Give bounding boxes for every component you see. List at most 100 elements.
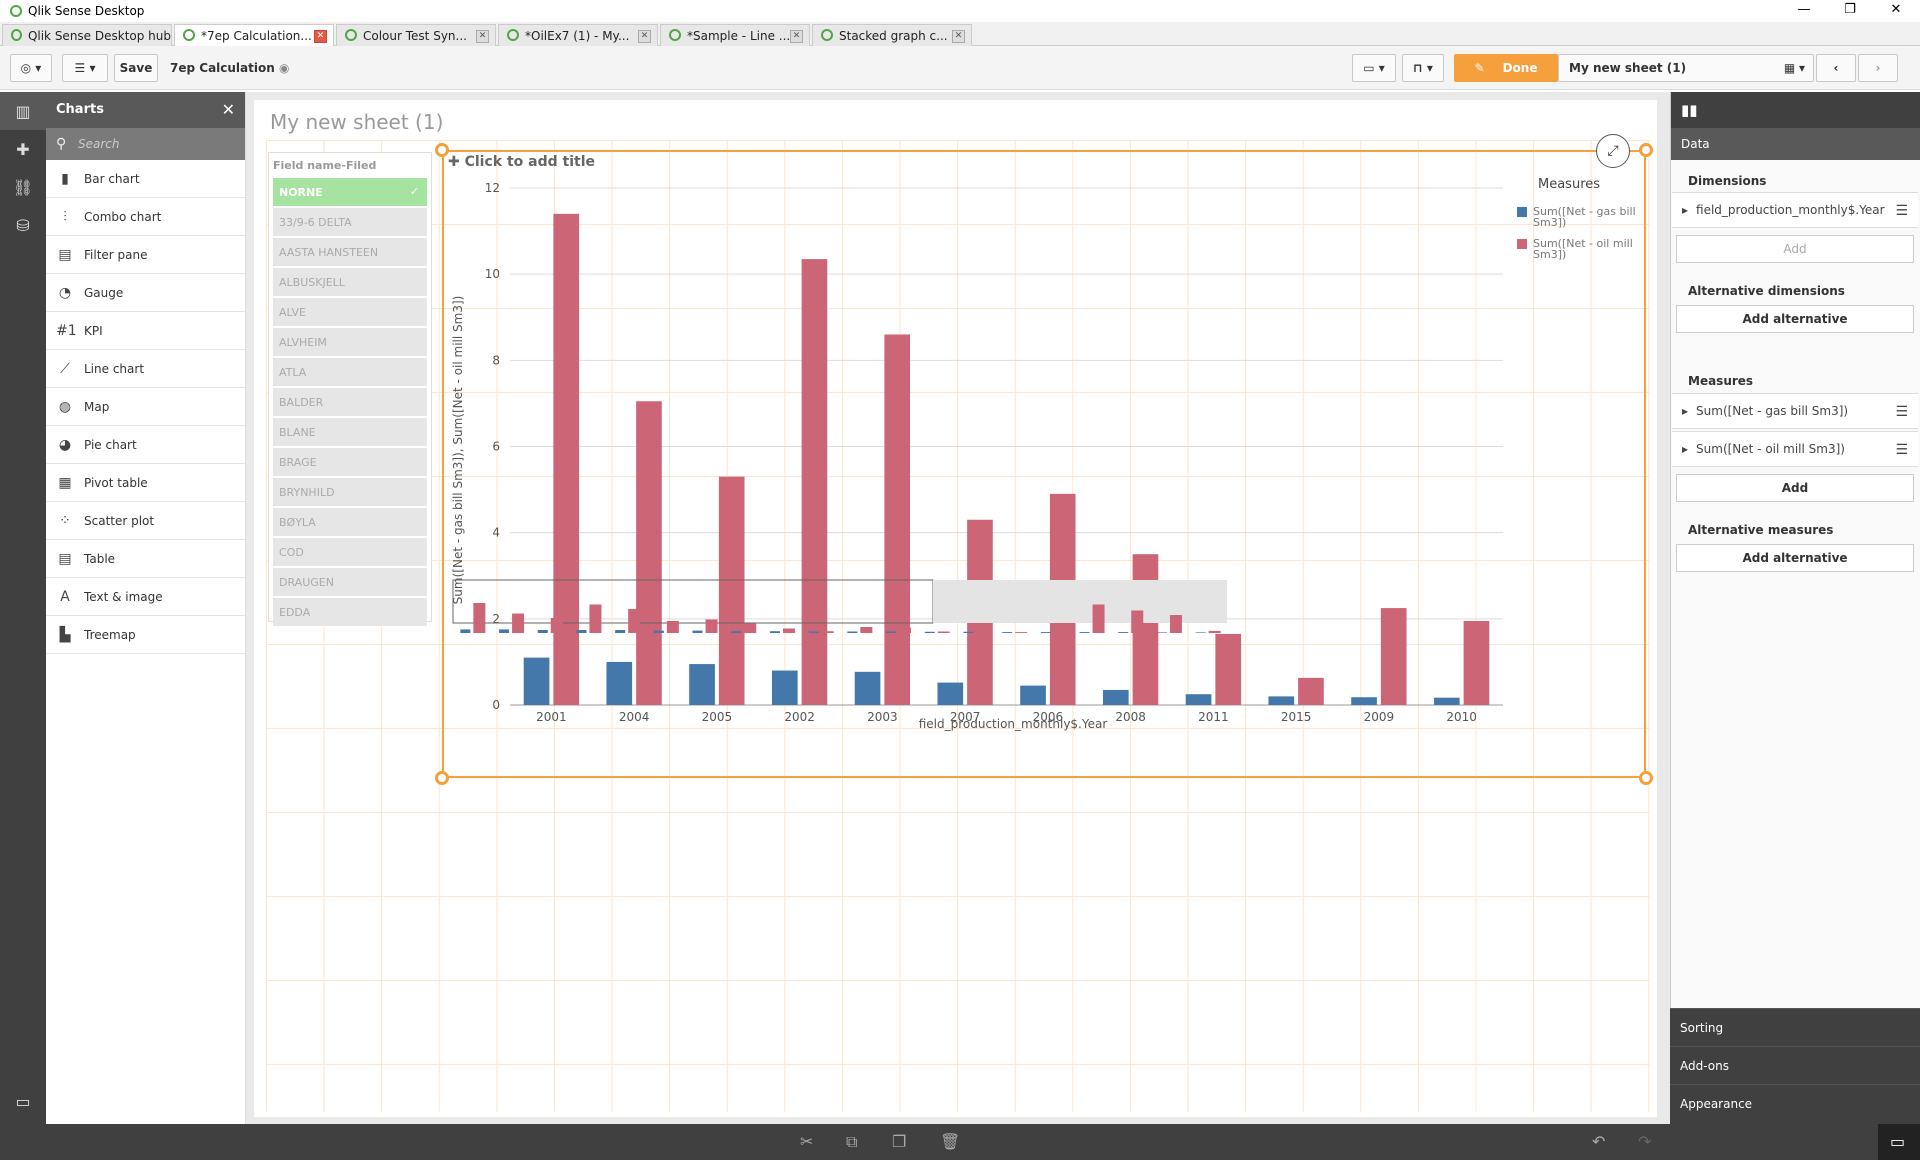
expand-icon[interactable]: ⤢ [1596,134,1630,168]
add-alternative-measure-button[interactable]: Add alternative [1676,544,1914,572]
resize-handle[interactable] [1639,771,1653,785]
y-tick-label: 8 [492,353,500,367]
drag-handle-icon[interactable]: ☰ [1895,203,1908,219]
tab-oilex7[interactable]: *OilEx7 (1) - My... ✕ [498,24,658,46]
chart-type-combo-chart[interactable]: ⫶ Combo chart [46,198,245,236]
filter-value[interactable]: EDDA [273,598,427,626]
done-button[interactable]: ✎ Done [1454,54,1558,82]
sorting-section[interactable]: Sorting [1670,1008,1920,1046]
filter-value[interactable]: BØYLA [273,508,427,536]
add-dimension-button[interactable]: Add [1676,235,1914,263]
cut-icon[interactable]: ✂ [800,1132,814,1151]
global-menu-button[interactable]: ☰ ▾ [62,54,108,82]
storytelling-button[interactable]: ▭ ▾ [1352,54,1396,82]
filter-value-label: DRAUGEN [279,576,334,589]
bar-gas [1020,685,1046,705]
navigation-menu-button[interactable]: ◎ ▾ [10,54,52,82]
x-tick-label: 2001 [536,710,567,724]
extensions-panel-button[interactable]: ✚ [0,130,46,168]
charts-panel-button[interactable]: ▥ [0,92,46,130]
copy-icon[interactable]: ⧉ [846,1132,858,1151]
close-icon[interactable]: ✕ [221,100,235,119]
filter-value[interactable]: BRAGE [273,448,427,476]
paste-icon[interactable]: ❐ [892,1132,907,1151]
chart-type-bar-chart[interactable]: ▮ Bar chart [46,160,245,198]
measure-item[interactable]: ▸ Sum([Net - gas bill Sm3]) ☰ [1672,393,1918,429]
save-button[interactable]: Save [114,54,158,82]
charts-panel-header: Charts ✕ [46,92,245,128]
filter-value[interactable]: BRYNHILD [273,478,427,506]
close-tab-icon[interactable]: ✕ [314,30,327,43]
drag-handle-icon[interactable]: ☰ [1895,404,1908,420]
bar-oil [1463,620,1490,705]
resize-handle[interactable] [435,143,449,157]
previous-sheet-button[interactable]: ‹ [1816,54,1856,82]
chart-type-scatter-plot[interactable]: ⁘ Scatter plot [46,502,245,540]
filter-value[interactable]: BLANE [273,418,427,446]
bar-gas [854,671,881,705]
filter-pane[interactable]: Field name-Filed NORNE ✓ 33/9-6 DELTA AASTA… [268,152,432,626]
close-tab-icon[interactable]: ✕ [476,30,489,43]
filter-value[interactable]: DRAUGEN [273,568,427,596]
delete-icon[interactable]: 🗑 [940,1132,961,1151]
mini-bar-oil [899,627,912,633]
filter-value[interactable]: COD [273,538,427,566]
appearance-section[interactable]: Appearance [1670,1084,1920,1124]
add-alternative-dimension-button[interactable]: Add alternative [1676,305,1914,333]
chart-type-map[interactable]: ◍ Map [46,388,245,426]
sheet-selector[interactable]: My new sheet (1) ▦ ▾ [1558,54,1814,82]
toggle-panel-button[interactable]: ▭ [0,1082,46,1120]
chart-type-text-image[interactable]: A Text & image [46,578,245,616]
toggle-properties-icon[interactable]: ▭ [1878,1124,1920,1160]
filter-value[interactable]: NORNE ✓ [273,178,427,206]
chart-type-table[interactable]: ▤ Table [46,540,245,578]
chart-type-kpi[interactable]: #1 KPI [46,312,245,350]
chart-type-line-chart[interactable]: ⟋ Line chart [46,350,245,388]
measure-item[interactable]: ▸ Sum([Net - oil mill Sm3]) ☰ [1672,431,1918,467]
addons-section[interactable]: Add-ons [1670,1046,1920,1084]
tab-stacked-graph[interactable]: Stacked graph c... ✕ [812,24,972,46]
search-input[interactable]: ⚲ Search [46,128,245,160]
chart-type-treemap[interactable]: ▙ Treemap [46,616,245,654]
fields-panel-button[interactable]: ⛁ [0,206,46,244]
filter-value[interactable]: BALDER [273,388,427,416]
tab-sample-line[interactable]: *Sample - Line ... ✕ [660,24,810,46]
chart-title-placeholder[interactable]: ✚ Click to add title [448,154,595,170]
bar-chart-object[interactable] [442,150,1646,778]
add-measure-button[interactable]: Add [1676,474,1914,502]
tab-7ep-calculation[interactable]: *7ep Calculation... ✕ [174,24,334,46]
pie-chart-icon: ◕ [58,436,72,453]
close-tab-icon[interactable]: ✕ [952,30,965,43]
filter-value[interactable]: 33/9-6 DELTA [273,208,427,236]
undo-icon[interactable]: ↶ [1592,1132,1606,1151]
filter-value[interactable]: AASTA HANSTEEN [273,238,427,266]
x-tick-label: 2004 [619,710,650,724]
resize-handle[interactable] [435,771,449,785]
maximize-button[interactable]: ❐ [1844,2,1856,17]
filter-value[interactable]: ALVHEIM [273,328,427,356]
minimize-button[interactable]: — [1797,2,1811,17]
filter-value[interactable]: ATLA [273,358,427,386]
master-items-button[interactable]: ⛓ [0,168,46,206]
filter-value[interactable]: ALVE [273,298,427,326]
bar-chart-icon: ▮ [61,170,69,187]
chart-type-gauge[interactable]: ◔ Gauge [46,274,245,312]
close-window-button[interactable]: ✕ [1890,2,1902,17]
chart-type-pivot-table[interactable]: ▦ Pivot table [46,464,245,502]
redo-icon[interactable]: ↷ [1638,1132,1652,1151]
tab-hub[interactable]: Qlik Sense Desktop hub [2,24,172,46]
next-sheet-button[interactable]: › [1858,54,1898,82]
chart-type-filter-pane[interactable]: ▤ Filter pane [46,236,245,274]
resize-handle[interactable] [1639,143,1653,157]
mini-bar-oil [860,627,873,633]
close-tab-icon[interactable]: ✕ [790,30,803,43]
dimension-item[interactable]: ▸ field_production_monthly$.Year ☰ [1672,192,1918,228]
close-tab-icon[interactable]: ✕ [638,30,651,43]
data-tab[interactable]: Data [1671,128,1920,160]
filter-value[interactable]: ALBUSKJELL [273,268,427,296]
bookmarks-button[interactable]: ⊓ ▾ [1402,54,1444,82]
tab-colour-test[interactable]: Colour Test Syn... ✕ [336,24,496,46]
chart-type-pie-chart[interactable]: ◕ Pie chart [46,426,245,464]
sheet-title[interactable]: My new sheet (1) [270,110,444,134]
drag-handle-icon[interactable]: ☰ [1895,442,1908,458]
